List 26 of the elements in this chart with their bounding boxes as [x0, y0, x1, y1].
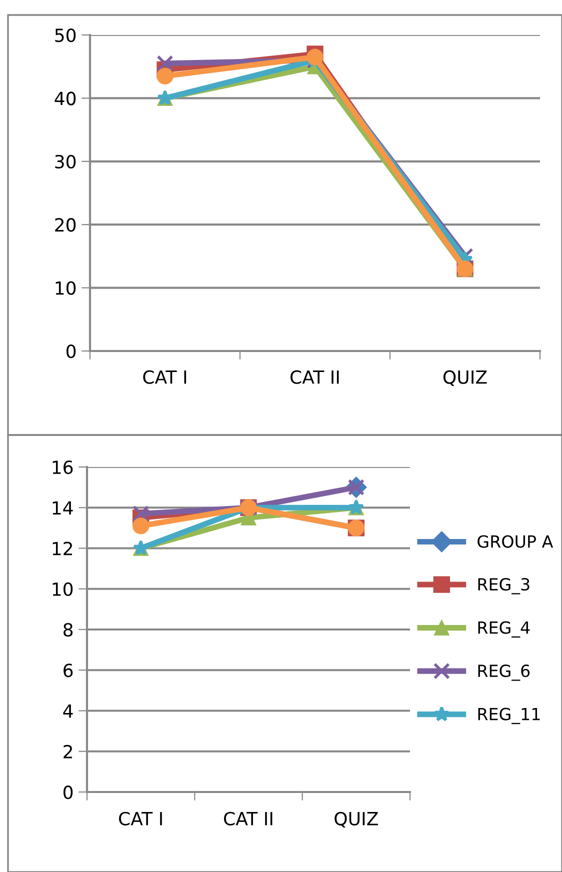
x-tick-label: CAT I	[143, 370, 186, 384]
y-tick-label: 40	[54, 92, 76, 106]
y-tick-label: 6	[64, 664, 73, 678]
y-tick-label: 30	[55, 154, 76, 169]
y-tick-label: 0	[66, 344, 76, 358]
y-tick-label: 14	[52, 501, 73, 514]
legend-label: REG_3	[478, 578, 530, 594]
legend-label: REG_11	[478, 708, 540, 724]
y-tick-label: 2	[64, 744, 72, 758]
x-tick-label: CAT II	[290, 370, 339, 384]
y-tick-label: 50	[55, 28, 76, 42]
x-tick-label: CAT II	[224, 812, 272, 826]
x-tick-label: QUIZ	[443, 370, 487, 386]
y-tick-label: 4	[63, 704, 73, 718]
x-tick-label: CAT I	[119, 812, 162, 826]
x-tick-label: QUIZ	[334, 812, 378, 828]
legend-label: GROUP A	[478, 535, 554, 548]
legend-label: REG_6	[478, 664, 530, 681]
y-tick-label: 20	[55, 218, 76, 232]
legend-label: REG_4	[478, 621, 530, 638]
y-tick-label: 10	[56, 281, 76, 295]
y-tick-label: 8	[64, 622, 73, 637]
y-tick-label: 12	[52, 542, 72, 556]
y-tick-label: 0	[64, 785, 73, 800]
y-tick-label: 16	[52, 460, 73, 474]
y-tick-label: 10	[52, 582, 73, 596]
